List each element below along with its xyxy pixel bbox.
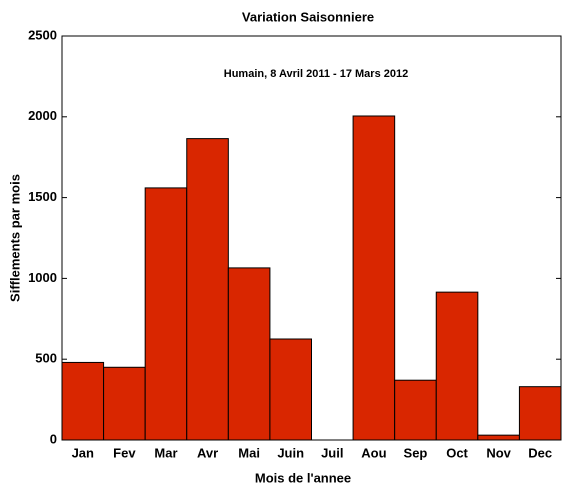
annotation: Humain, 8 Avril 2011 - 17 Mars 2012 [224, 68, 408, 80]
bar [186, 138, 229, 441]
x-tick-label: Dec [528, 445, 552, 460]
y-axis-label: Sifflements par mois [7, 174, 22, 302]
bar [477, 434, 520, 441]
x-tick-label: Sep [404, 445, 428, 460]
bar [394, 379, 437, 441]
plot-frame [61, 35, 562, 441]
x-tick-label: Fev [113, 445, 136, 460]
y-tick-label: 1500 [28, 189, 57, 204]
bar [61, 361, 105, 441]
x-tick-label: Juil [321, 445, 343, 460]
x-tick-label: Aou [361, 445, 386, 460]
y-tick-label: 2500 [28, 27, 57, 42]
chart-title: Variation Saisonniere [242, 9, 374, 24]
bar [103, 366, 146, 441]
y-tick-label: 2000 [28, 108, 57, 123]
x-tick-label: Oct [446, 445, 468, 460]
y-tick-label: 0 [50, 431, 57, 446]
bar [518, 386, 562, 441]
x-tick-label: Mai [238, 445, 260, 460]
x-tick-label: Juin [277, 445, 304, 460]
x-tick-label: Mar [154, 445, 177, 460]
x-tick-label: Avr [197, 445, 218, 460]
x-axis-label: Mois de l'annee [255, 470, 351, 485]
bar [144, 187, 188, 441]
bar [435, 291, 479, 441]
bar [227, 267, 271, 441]
y-tick-label: 1000 [28, 270, 57, 285]
bar [352, 115, 396, 441]
y-tick-label: 500 [35, 351, 57, 366]
bar [269, 338, 312, 441]
x-tick-label: Jan [72, 445, 94, 460]
x-tick-label: Nov [486, 445, 511, 460]
